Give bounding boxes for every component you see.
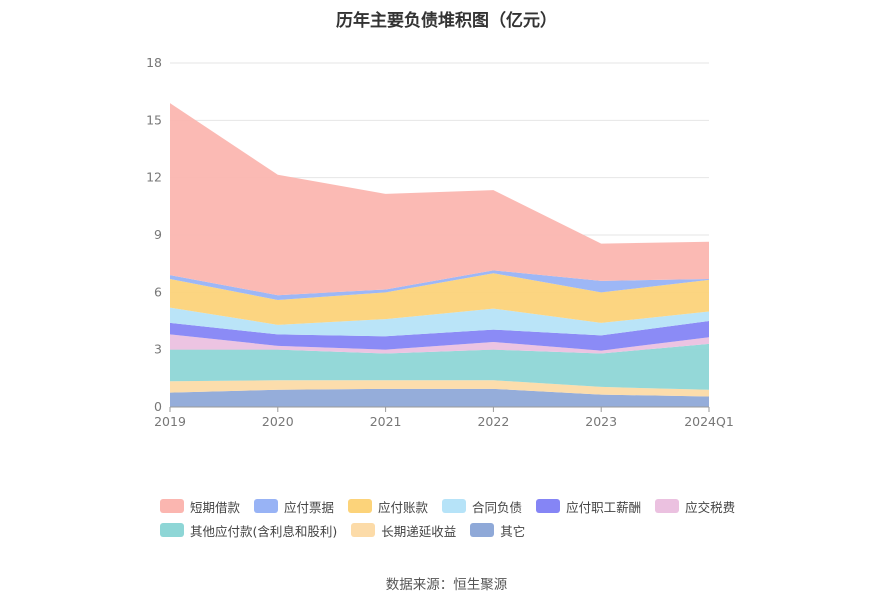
area-series <box>170 270 709 300</box>
area-series <box>170 380 709 397</box>
legend-row: 其他应付款(含利息和股利) 长期递延收益 其它 <box>160 518 780 542</box>
legend-swatch <box>254 499 279 513</box>
legend-swatch <box>348 499 373 513</box>
legend-swatch <box>351 523 376 537</box>
x-tick-label: 2023 <box>585 414 617 429</box>
area-series <box>170 307 709 337</box>
area-series <box>170 273 709 325</box>
legend-item[interactable]: 长期递延收益 <box>351 521 456 540</box>
y-tick-label: 15 <box>146 112 162 127</box>
y-tick-label: 6 <box>154 284 162 299</box>
area-series <box>170 388 709 407</box>
legend-label: 短期借款 <box>190 499 241 515</box>
y-tick-label: 9 <box>154 227 162 242</box>
x-tick-label: 2020 <box>262 414 294 429</box>
y-tick-label: 3 <box>154 342 162 357</box>
area-series <box>170 103 709 296</box>
legend-swatch <box>160 523 184 537</box>
legend-item[interactable]: 其它 <box>470 521 525 540</box>
legend-swatch <box>160 499 184 513</box>
x-tick-label: 2019 <box>154 414 186 429</box>
chart-title: 历年主要负债堆积图（亿元） <box>336 11 557 31</box>
legend-swatch <box>536 499 561 513</box>
legend-item[interactable]: 应付票据 <box>254 497 334 516</box>
legend-label: 应付职工薪酬 <box>566 499 642 515</box>
x-tick-label: 2022 <box>477 414 509 429</box>
data-source-note: 数据来源：恒生聚源 <box>385 577 508 593</box>
legend-label: 应付票据 <box>284 499 335 515</box>
legend-swatch <box>655 499 680 513</box>
legend-swatch <box>442 499 467 513</box>
legend-item[interactable]: 应交税费 <box>655 497 735 516</box>
y-tick-label: 0 <box>154 399 162 414</box>
legend-row: 短期借款 应付票据 应付账款 合同负债 应付职工薪酬 应交税费 <box>160 494 780 518</box>
legend-label: 合同负债 <box>472 499 523 515</box>
legend-label: 长期递延收益 <box>381 523 457 539</box>
x-tick-label: 2021 <box>370 414 402 429</box>
legend-label: 应交税费 <box>685 499 736 515</box>
x-tick-label: 2024Q1 <box>684 414 734 429</box>
legend-label: 应付账款 <box>378 499 429 515</box>
legend: 短期借款 应付票据 应付账款 合同负债 应付职工薪酬 应交税费其他应付款(含利息和股利) 长… <box>160 494 780 542</box>
legend-item[interactable]: 其他应付款(含利息和股利) <box>160 521 337 540</box>
legend-item[interactable]: 合同负债 <box>442 497 522 516</box>
legend-item[interactable]: 应付职工薪酬 <box>536 497 641 516</box>
area-series <box>170 321 709 351</box>
area-series <box>170 334 709 354</box>
legend-item[interactable]: 短期借款 <box>160 497 240 516</box>
legend-swatch <box>470 523 495 537</box>
legend-label: 其它 <box>500 523 526 539</box>
y-tick-label: 18 <box>146 55 162 70</box>
legend-label: 其他应付款(含利息和股利) <box>190 523 338 539</box>
legend-item[interactable]: 应付账款 <box>348 497 428 516</box>
y-tick-label: 12 <box>146 170 162 185</box>
area-series <box>170 343 709 390</box>
